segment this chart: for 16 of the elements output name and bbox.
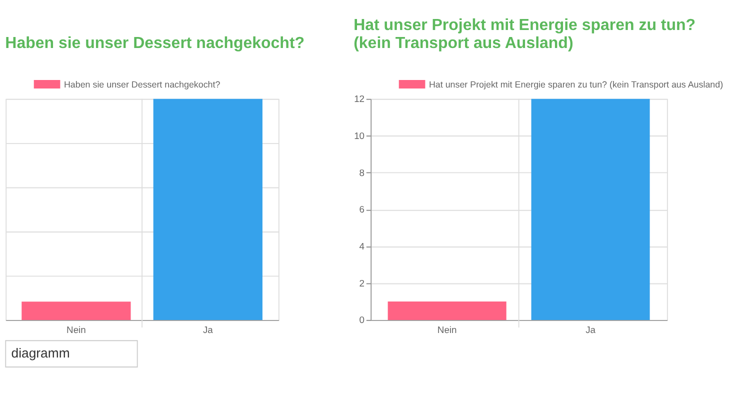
- chart-title: Hat unser Projekt mit Energie sparen zu tun? (kein Transport aus Ausland): [354, 17, 696, 52]
- y-tick-label: 8: [359, 166, 365, 178]
- y-tick-label: 10: [354, 130, 365, 142]
- legend-label: Haben sie unser Dessert nachgekocht?: [64, 80, 220, 90]
- text: diagramm: [11, 346, 70, 361]
- y-tick-label: 6: [359, 204, 365, 215]
- y-tick-label: 12: [354, 93, 365, 104]
- y-tick-label: 2: [359, 277, 365, 288]
- x-tick-label: Nein: [437, 324, 457, 336]
- x-tick-label: Ja: [586, 324, 596, 336]
- y-tick-label: 4: [359, 240, 365, 252]
- x-tick-label: Ja: [202, 324, 214, 336]
- chart-title: Haben sie unser Dessert nachgekocht?: [5, 35, 305, 52]
- legend-label: Hat unser Projekt mit Energie sparen zu tun? (kein Transport aus Ausland): [428, 80, 724, 90]
- y-tick-label: 0: [359, 314, 365, 326]
- x-tick-label: Nein: [66, 324, 86, 336]
